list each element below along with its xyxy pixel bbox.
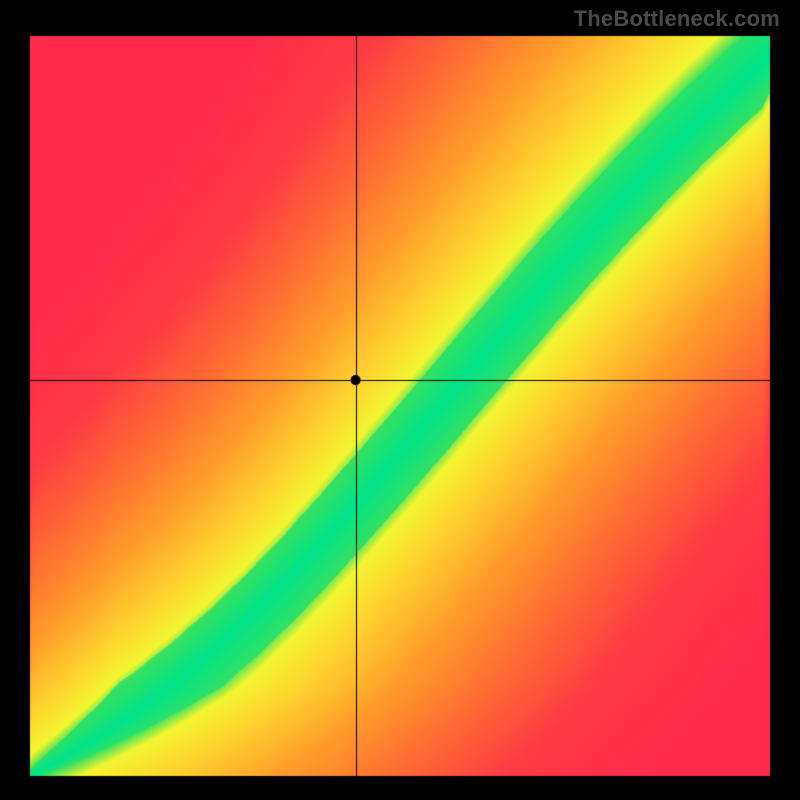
chart-container: TheBottleneck.com <box>0 0 800 800</box>
watermark-text: TheBottleneck.com <box>574 6 780 32</box>
bottleneck-heatmap <box>0 0 800 800</box>
